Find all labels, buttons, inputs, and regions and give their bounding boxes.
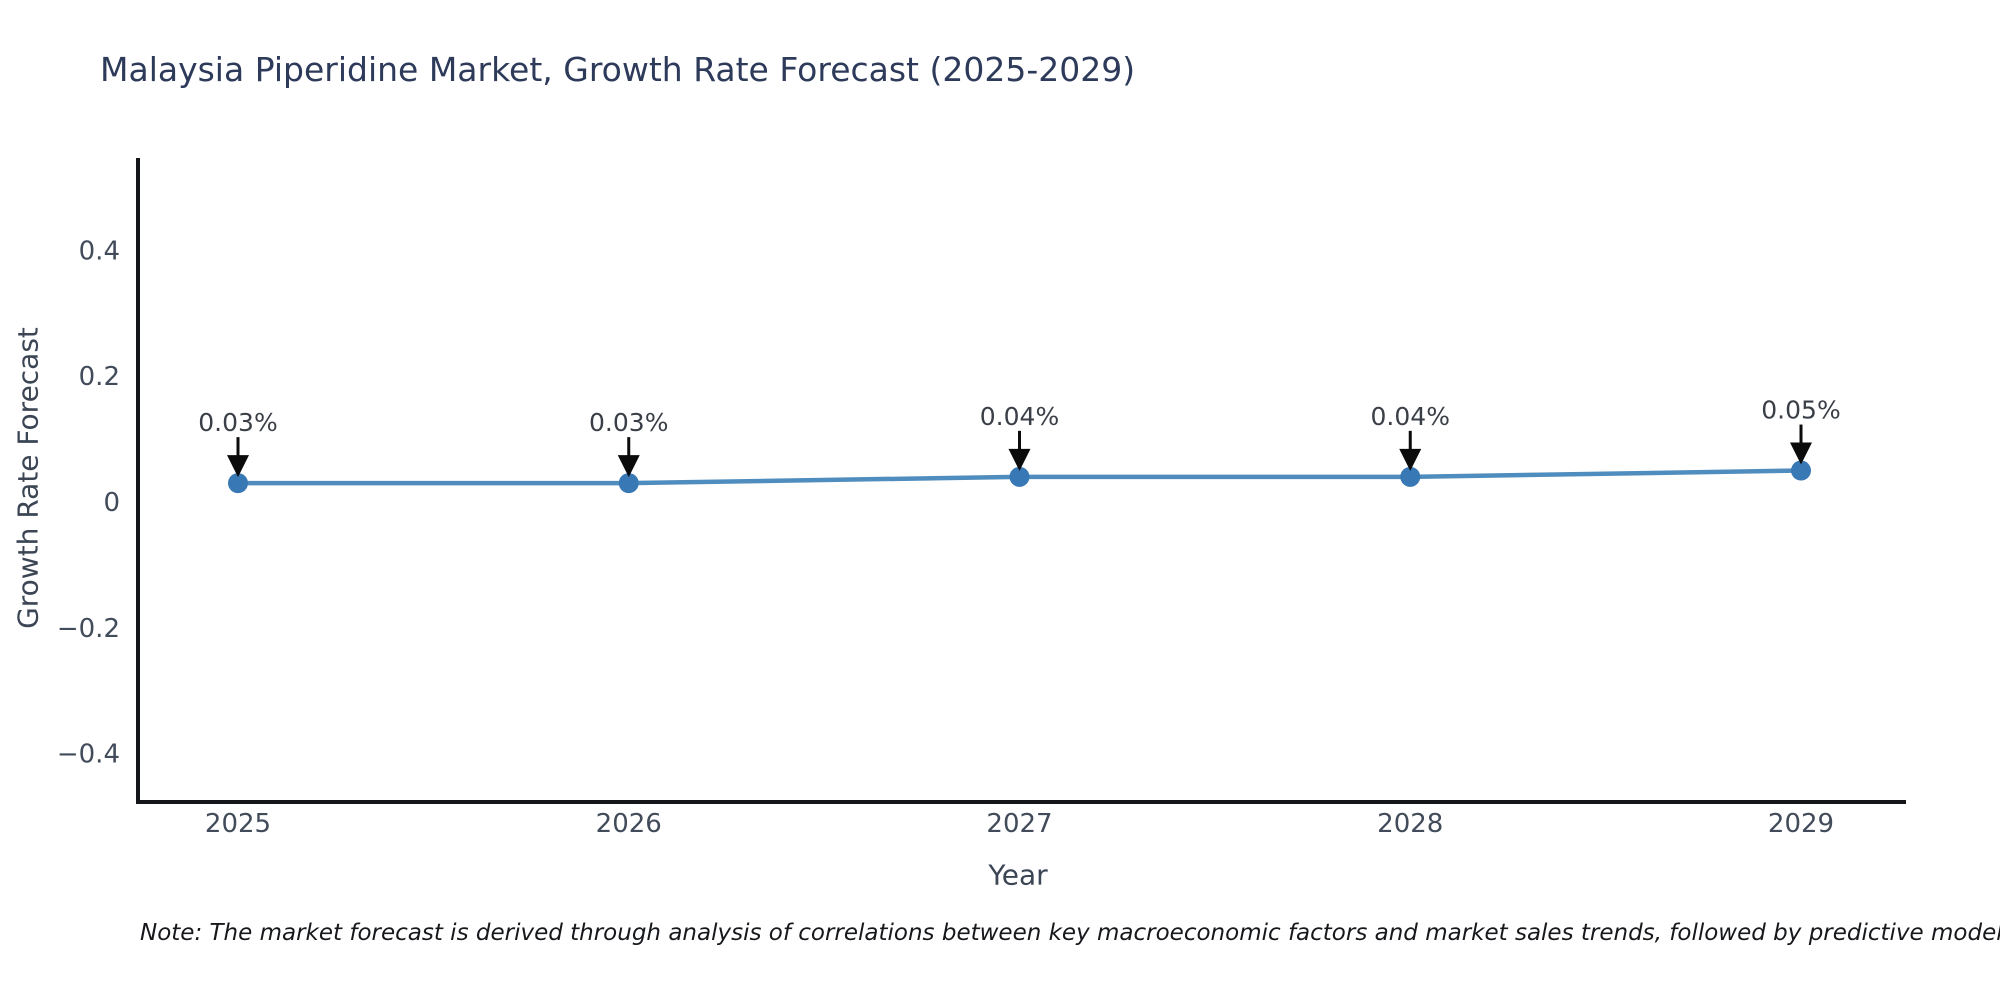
y-tick-label: −0.4 <box>57 740 120 770</box>
x-tick-label: 2028 <box>1377 809 1443 839</box>
x-tick-label: 2027 <box>986 809 1052 839</box>
data-point <box>228 473 248 494</box>
y-tick-label: 0.2 <box>79 362 120 392</box>
y-tick-label: −0.2 <box>57 614 120 644</box>
annotation-arrow-head <box>617 455 640 478</box>
annotation-arrow-head <box>1008 448 1031 471</box>
data-point <box>618 473 639 494</box>
annotation-arrow-head <box>1790 442 1812 465</box>
y-axis-title: Growth Rate Forecast <box>11 327 45 629</box>
data-point-annotation: 0.04% <box>980 402 1059 431</box>
x-axis-title: Year <box>988 858 1048 892</box>
data-point-annotation: 0.03% <box>198 408 277 437</box>
x-tick-label: 2029 <box>1768 809 1834 839</box>
data-point-annotation: 0.05% <box>1761 396 1840 425</box>
x-tick-label: 2025 <box>205 809 271 839</box>
annotation-arrow-head <box>1399 448 1422 471</box>
data-point <box>1791 460 1811 481</box>
data-point-annotation: 0.03% <box>589 408 668 437</box>
data-point <box>1400 466 1421 487</box>
chart-title: Malaysia Piperidine Market, Growth Rate … <box>100 50 1136 89</box>
data-point-annotation: 0.04% <box>1371 402 1450 431</box>
y-tick-label: 0.4 <box>79 236 120 266</box>
annotation-arrow-head <box>227 455 249 478</box>
y-tick-label: 0 <box>103 488 120 518</box>
x-tick-label: 2026 <box>596 809 662 839</box>
data-point <box>1009 466 1030 487</box>
footnote: Note: The market forecast is derived thr… <box>140 920 2000 946</box>
